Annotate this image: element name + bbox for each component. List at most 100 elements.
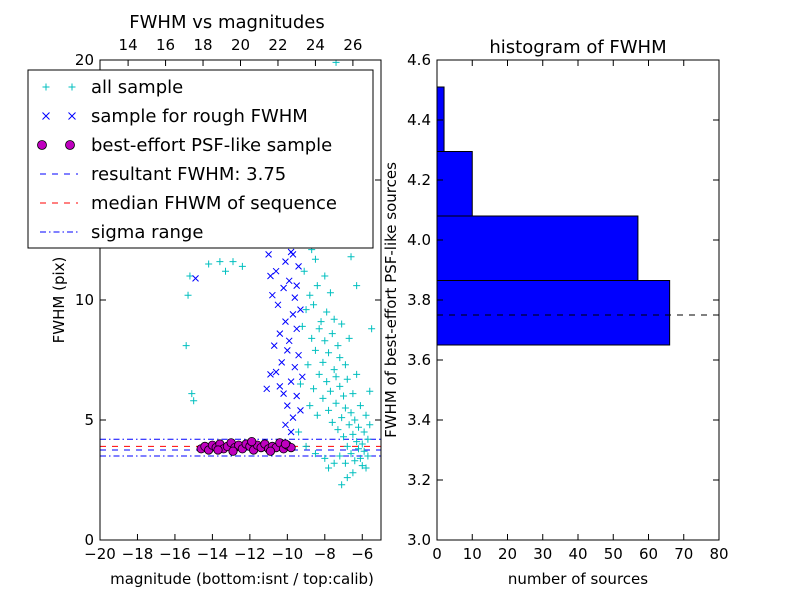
data-point (229, 258, 237, 266)
data-point (304, 361, 312, 369)
data-point (302, 442, 310, 450)
y-tick-label: 10 (75, 291, 94, 309)
right-x-axis: 0 10 20 30 40 50 60 70 80 (432, 60, 729, 563)
top-tick-label: 16 (156, 36, 175, 54)
data-point (341, 404, 349, 412)
data-point (330, 366, 338, 374)
data-point (330, 459, 338, 467)
data-point (182, 342, 190, 350)
data-point (287, 428, 295, 436)
data-point (330, 315, 338, 323)
data-point (360, 428, 368, 436)
legend-label: sigma range (91, 222, 203, 243)
left-plot-title: FWHM vs magnitudes (129, 12, 324, 33)
data-point (360, 447, 368, 455)
legend-label: all sample (91, 77, 183, 98)
data-point (349, 430, 357, 438)
x-tick-label: −14 (197, 545, 229, 563)
data-point (283, 402, 291, 409)
y-tick-label: 3.4 (407, 411, 431, 429)
data-point (336, 382, 344, 390)
legend-marker (65, 140, 75, 150)
legend-entry: all sample (42, 77, 183, 98)
top-tick-label: 24 (306, 36, 325, 54)
data-point (351, 416, 359, 424)
y-tick-label: 3.8 (407, 291, 431, 309)
data-point (334, 342, 342, 350)
x-tick-label: −12 (234, 545, 266, 563)
data-point (289, 414, 297, 421)
data-point (293, 392, 301, 400)
data-point (345, 334, 353, 342)
x-tick-label: 50 (604, 545, 623, 563)
left-top-axis: 14 16 18 20 22 24 26 (119, 36, 362, 66)
legend-label: sample for rough FWHM (91, 106, 308, 127)
series-2 (196, 436, 296, 456)
x-tick-label: 80 (709, 545, 728, 563)
data-point (356, 402, 364, 410)
data-point (272, 267, 280, 275)
data-point (216, 258, 224, 266)
data-point (267, 371, 274, 378)
histogram-bar (437, 280, 671, 346)
top-tick-label: 14 (119, 36, 138, 54)
x-tick-label: −20 (84, 545, 116, 563)
y-tick-label: 4.6 (407, 51, 431, 69)
fwhm-histogram-plot: 0 10 20 30 40 50 60 70 80 3.0 3.2 3.4 3.6 3.8 4.0 4.2 4… (382, 37, 729, 588)
top-tick-label: 20 (231, 36, 250, 54)
data-point (276, 383, 284, 390)
data-point (247, 436, 257, 447)
x-tick-label: 70 (674, 545, 693, 563)
data-point (366, 387, 374, 395)
data-point (321, 272, 329, 280)
data-point (326, 289, 334, 297)
histogram-bar (437, 151, 473, 217)
data-point (340, 392, 348, 400)
x-tick-label: −10 (272, 545, 304, 563)
left-y-axis-label: FWHM (pix) (50, 257, 68, 344)
legend-entry: median FHWM of sequence (40, 193, 337, 214)
data-point (310, 301, 318, 309)
y-tick-label: 5 (84, 411, 94, 429)
x-tick-label: 0 (432, 545, 442, 563)
data-point (300, 267, 308, 275)
data-point (308, 334, 316, 342)
data-point (283, 347, 291, 354)
legend-marker (42, 112, 50, 120)
data-point (213, 445, 223, 455)
data-point (315, 325, 323, 333)
data-point (332, 399, 340, 407)
y-tick-label: 3.2 (407, 471, 431, 489)
legend-marker (42, 83, 50, 91)
data-point (328, 330, 336, 338)
data-point (364, 452, 372, 460)
data-point (340, 433, 348, 441)
data-point (338, 414, 346, 422)
data-point (297, 306, 304, 313)
legend: all sample sample for rough FWHM best-effo… (27, 69, 374, 249)
data-point (353, 438, 361, 446)
data-point (368, 325, 376, 333)
y-tick-label: 20 (75, 51, 94, 69)
data-point (291, 363, 299, 371)
data-point (280, 390, 287, 397)
data-point (362, 411, 370, 419)
right-y-axis: 3.0 3.2 3.4 3.6 3.8 4.0 4.2 4.4 4.6 (407, 51, 719, 549)
data-point (282, 421, 289, 429)
data-point (287, 378, 295, 385)
legend-label: median FHWM of sequence (91, 193, 337, 214)
data-point (347, 253, 355, 261)
data-point (347, 409, 355, 417)
data-point (355, 445, 363, 453)
y-tick-label: 4.2 (407, 171, 431, 189)
data-point (276, 330, 284, 337)
x-tick-label: 60 (639, 545, 658, 563)
data-point (358, 462, 366, 470)
x-tick-label: −8 (314, 545, 336, 563)
data-point (205, 260, 213, 268)
data-point (188, 390, 196, 398)
data-point (319, 358, 327, 366)
top-tick-label: 26 (343, 36, 362, 54)
data-point (321, 337, 329, 345)
data-point (270, 342, 278, 349)
